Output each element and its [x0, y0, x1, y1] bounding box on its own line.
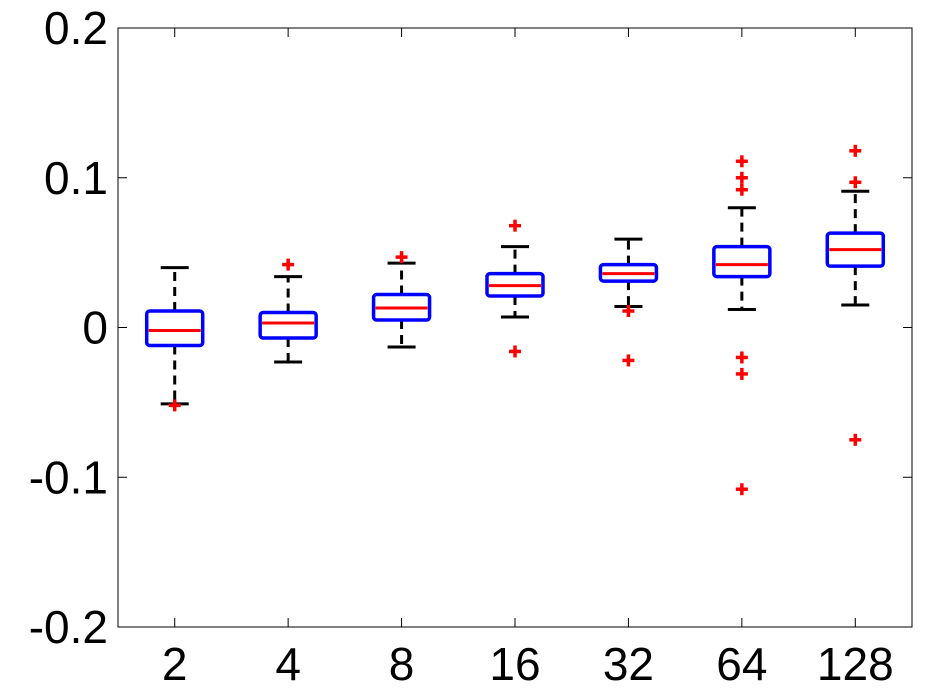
y-tick-label: 0.2: [44, 2, 108, 54]
outlier-marker: [735, 483, 748, 496]
outlier-marker: [735, 367, 748, 380]
y-tick-label: -0.2: [29, 601, 108, 653]
box-group-32: [598, 237, 659, 367]
outlier-marker: [509, 345, 521, 358]
x-tick-label: 64: [716, 638, 767, 690]
x-tick-label: 2: [162, 638, 188, 690]
outlier-marker: [735, 351, 748, 364]
box-iqr: [258, 310, 318, 340]
x-tick-label: 32: [603, 638, 654, 690]
outlier-marker: [849, 176, 862, 189]
axes: [117, 27, 913, 628]
box-group-16: [485, 219, 545, 358]
x-tick-label: 16: [489, 638, 540, 690]
y-tick-label: 0.1: [44, 152, 108, 204]
outlier-marker: [282, 258, 295, 271]
plot-area: [144, 144, 886, 496]
box-iqr: [712, 244, 772, 279]
box-group-64: [712, 155, 772, 496]
box-group-8: [371, 251, 432, 349]
y-tick-label: -0.1: [29, 451, 108, 503]
outlier-marker: [622, 354, 635, 367]
outlier-marker: [395, 251, 408, 264]
box-group-128: [825, 144, 886, 446]
outlier-marker: [509, 219, 521, 232]
tick-labels: -0.2 -0.1 0 0.1 0.2 2 4 8 16 32 64 128: [29, 2, 894, 690]
outlier-marker: [735, 171, 748, 184]
outlier-marker: [849, 144, 862, 157]
y-tick-label: 0: [82, 302, 108, 354]
outlier-marker: [735, 183, 748, 196]
x-tick-label: 8: [389, 638, 415, 690]
box-iqr: [144, 309, 205, 348]
outlier-marker: [735, 155, 748, 168]
x-tick-label: 4: [275, 638, 301, 690]
box-group-2: [144, 266, 205, 412]
x-tick-label: 128: [817, 638, 894, 690]
outlier-marker: [168, 399, 181, 412]
outlier-marker: [849, 433, 862, 446]
box-group-4: [258, 258, 318, 364]
outlier-marker: [622, 305, 635, 318]
